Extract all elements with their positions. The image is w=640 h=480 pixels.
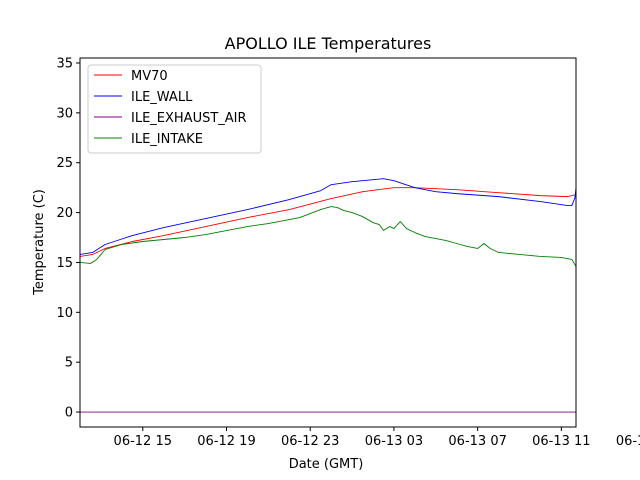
legend-label: ILE_INTAKE xyxy=(131,132,203,147)
x-tick-label: 06-13 11 xyxy=(532,434,590,449)
chart-title: APOLLO ILE Temperatures xyxy=(225,34,432,53)
y-tick-label: 30 xyxy=(56,106,73,121)
y-tick-label: 0 xyxy=(65,406,73,421)
series-line-1 xyxy=(80,178,576,255)
plot-frame xyxy=(79,57,577,428)
x-axis-label: Date (GMT) xyxy=(289,457,364,472)
series-layer xyxy=(80,178,576,413)
legend-label: MV70 xyxy=(131,69,168,84)
legend-label: ILE_EXHAUST_AIR xyxy=(131,111,247,126)
y-tick-label: 15 xyxy=(56,256,73,271)
x-tick-label: 06-13 03 xyxy=(365,434,423,449)
y-tick-label: 20 xyxy=(56,206,73,221)
legend: MV70 ILE_WALL ILE_EXHAUST_AIR ILE_INTAKE xyxy=(87,64,262,154)
x-tick-label: 06-12 15 xyxy=(114,434,172,449)
tick-layer: 0 5 10 15 20 25 30 35 06-12 15 06-12 19 06-12 23 06… xyxy=(56,56,640,449)
legend-box xyxy=(87,64,262,154)
x-tick-label: 06-12 19 xyxy=(197,434,255,449)
x-tick-label: 06-13 15 xyxy=(616,434,640,449)
y-tick-label: 10 xyxy=(56,306,73,321)
y-tick-label: 5 xyxy=(65,356,73,371)
y-axis-label: Temperature (C) xyxy=(32,189,47,296)
series-line-3 xyxy=(80,206,576,267)
y-tick-label: 25 xyxy=(56,156,73,171)
x-tick-label: 06-13 07 xyxy=(448,434,506,449)
series-line-0 xyxy=(80,187,576,257)
legend-label: ILE_WALL xyxy=(131,90,193,105)
x-tick-label: 06-12 23 xyxy=(281,434,339,449)
y-tick-label: 35 xyxy=(56,56,73,71)
